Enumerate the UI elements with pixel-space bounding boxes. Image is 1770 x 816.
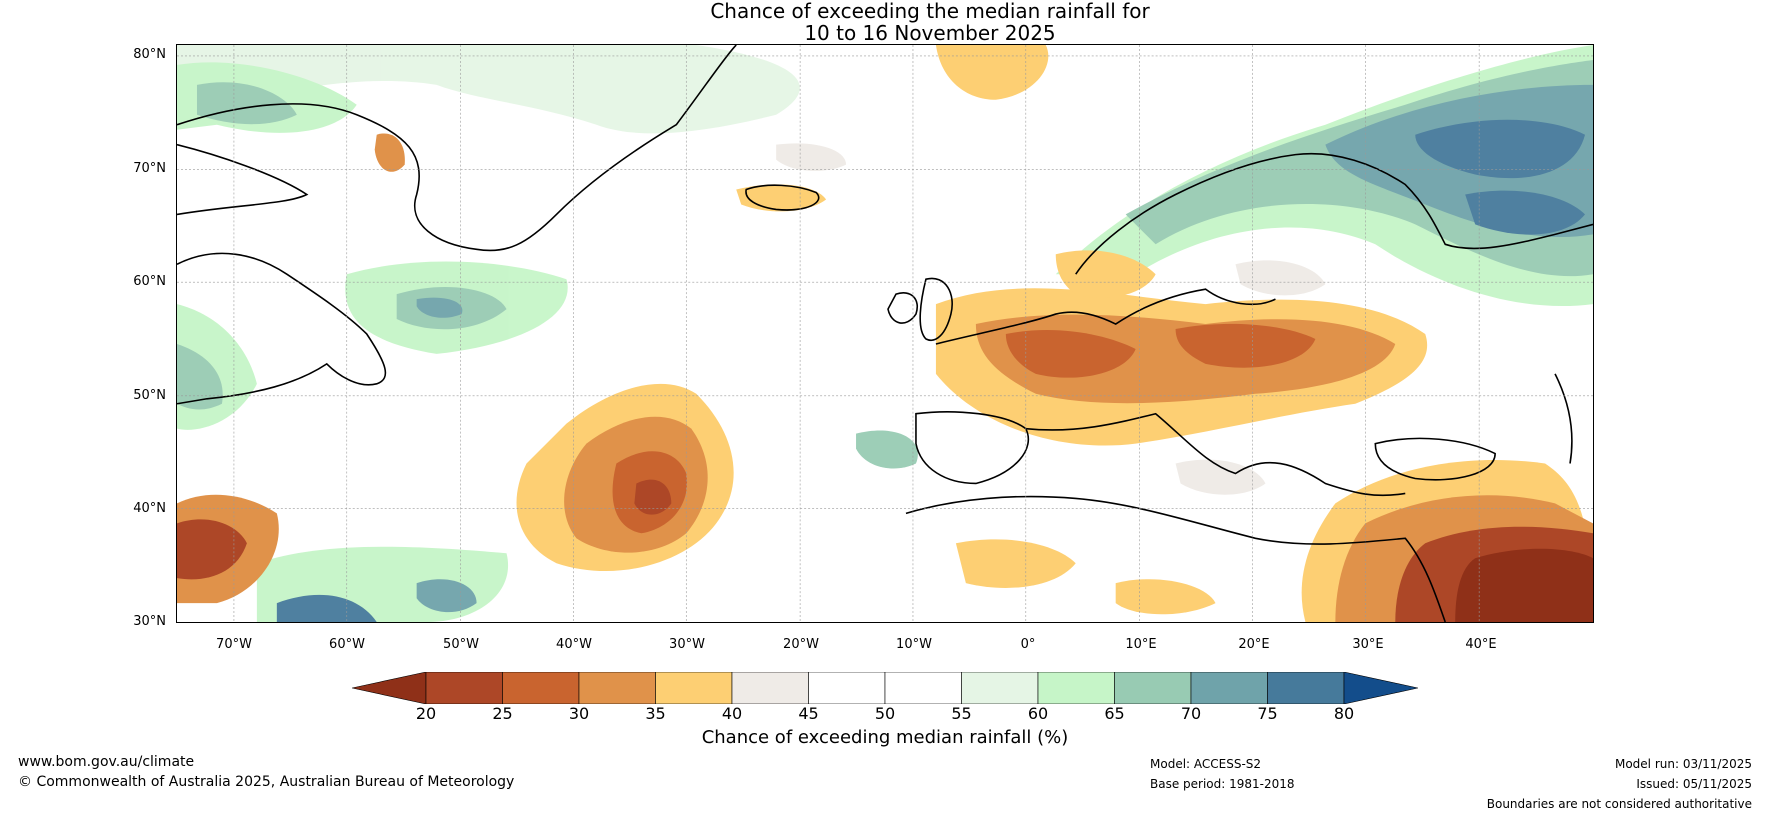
footer-issued: Issued: 05/11/2025 — [1636, 777, 1752, 791]
rainfall-probability-map — [176, 44, 1594, 623]
lat-label-80n: 80°N — [133, 47, 166, 62]
lon-label-30e: 30°E — [1352, 637, 1384, 652]
chart-title-line1: Chance of exceeding the median rainfall … — [710, 0, 1150, 23]
dry-anomaly-regions — [177, 45, 1593, 622]
chart-title-line2: 10 to 16 November 2025 — [804, 21, 1056, 45]
colorbar-tick-label: 70 — [1180, 704, 1202, 723]
footer-website: www.bom.gov.au/climate — [18, 754, 195, 770]
greenland-coast — [177, 45, 737, 252]
baltic-normal — [1235, 260, 1326, 296]
caspian-coast — [1554, 373, 1573, 464]
central-europe-dry-core — [1005, 329, 1136, 378]
lat-label-50n: 50°N — [133, 388, 166, 403]
poland-dry-core — [1175, 323, 1316, 368]
lon-label-30w: 30°W — [669, 637, 705, 652]
labrador-sea-wet-peak — [416, 297, 463, 318]
colorbar — [352, 672, 1418, 704]
iberia-coast — [915, 411, 1030, 485]
scandinavia-dry — [1055, 250, 1156, 299]
colorbar-segment — [425, 672, 503, 704]
atlantic-dry-peak — [634, 479, 672, 515]
north-atlantic-dry — [935, 45, 1049, 100]
colorbar-tick-label: 65 — [1104, 704, 1125, 723]
footer-model: Model: ACCESS-S2 — [1150, 757, 1262, 771]
iceland-normal — [776, 143, 847, 171]
lat-label-70n: 70°N — [133, 161, 166, 176]
colorbar-tick-label: 60 — [1027, 704, 1049, 723]
mediterranean-coast — [1025, 412, 1406, 497]
russia-wet-peak — [1465, 190, 1586, 235]
north-atlantic-wet-band — [177, 45, 800, 134]
colorbar-segment — [808, 672, 886, 704]
lon-label-10w: 10°W — [896, 637, 932, 652]
colorbar-extend-high — [1343, 672, 1418, 704]
lon-label-40w: 40°W — [556, 637, 592, 652]
lat-label-60n: 60°N — [133, 274, 166, 289]
iceland-coast — [745, 184, 820, 211]
scandinavia-coast — [1075, 152, 1593, 275]
barents-wet-peak — [1415, 119, 1586, 179]
colorbar-tick-label: 25 — [492, 704, 513, 723]
lon-label-50w: 50°W — [443, 637, 479, 652]
footer-base-period: Base period: 1981-2018 — [1150, 777, 1295, 791]
coastlines — [177, 45, 1593, 622]
subtropical-wet-core — [276, 594, 377, 622]
colorbar-segment — [884, 672, 962, 704]
lon-label-20e: 20°E — [1238, 637, 1270, 652]
baffin-coast — [177, 143, 309, 216]
labrador-coast — [177, 252, 387, 405]
lat-label-30n: 30°N — [133, 614, 166, 629]
footer-copyright: © Commonwealth of Australia 2025, Austra… — [18, 774, 515, 790]
n-africa-coast — [905, 495, 1446, 622]
black-sea-coast — [1374, 437, 1496, 481]
greenland-dry — [374, 133, 405, 172]
subtropical-wet-core2 — [416, 579, 477, 613]
lon-label-10e: 10°E — [1125, 637, 1157, 652]
uk-ireland-coast — [887, 277, 953, 341]
lon-label-40e: 40°E — [1465, 637, 1497, 652]
wet-anomaly-regions — [177, 45, 1593, 622]
lon-label-0: 0° — [1020, 637, 1036, 652]
colorbar-segment — [731, 672, 809, 704]
colorbar-tick-label: 75 — [1257, 704, 1278, 723]
middle-east-dry-peak — [1455, 548, 1593, 622]
colorbar-segment — [1267, 672, 1345, 704]
baffin-wet-core — [196, 82, 297, 125]
n-africa-dry — [955, 539, 1076, 588]
colorbar-tick-label: 80 — [1333, 704, 1355, 723]
canada-wet-core — [177, 343, 223, 410]
colorbar-segment — [961, 672, 1039, 704]
colorbar-tick-label: 30 — [568, 704, 590, 723]
colorbar-tick-label: 20 — [415, 704, 437, 723]
colorbar-segment — [1190, 672, 1268, 704]
colorbar-tick-label: 45 — [798, 704, 819, 723]
lon-label-20w: 20°W — [783, 637, 819, 652]
colorbar-tick-label: 35 — [645, 704, 666, 723]
colorbar-tick-label: 40 — [721, 704, 743, 723]
lat-label-40n: 40°N — [133, 501, 166, 516]
lon-label-60w: 60°W — [329, 637, 365, 652]
azores-wet — [856, 430, 918, 469]
continent-coast — [935, 288, 1276, 345]
southwest-dry-core — [177, 519, 247, 580]
footer-model-run: Model run: 03/11/2025 — [1614, 757, 1752, 771]
lon-label-70w: 70°W — [216, 637, 252, 652]
footer-disclaimer: Boundaries are not considered authoritat… — [1486, 797, 1752, 811]
colorbar-segment — [1037, 672, 1115, 704]
colorbar-extend-low — [352, 672, 427, 704]
colorbar-segment — [578, 672, 656, 704]
colorbar-label: Chance of exceeding median rainfall (%) — [701, 727, 1069, 748]
n-africa-dry2 — [1115, 579, 1216, 615]
colorbar-segment — [502, 672, 580, 704]
colorbar-segment — [1114, 672, 1192, 704]
near-normal-regions — [776, 143, 1326, 495]
colorbar-tick-label: 55 — [951, 704, 972, 723]
colorbar-segment — [655, 672, 733, 704]
colorbar-tick-label: 50 — [874, 704, 896, 723]
graticule — [177, 45, 1593, 622]
